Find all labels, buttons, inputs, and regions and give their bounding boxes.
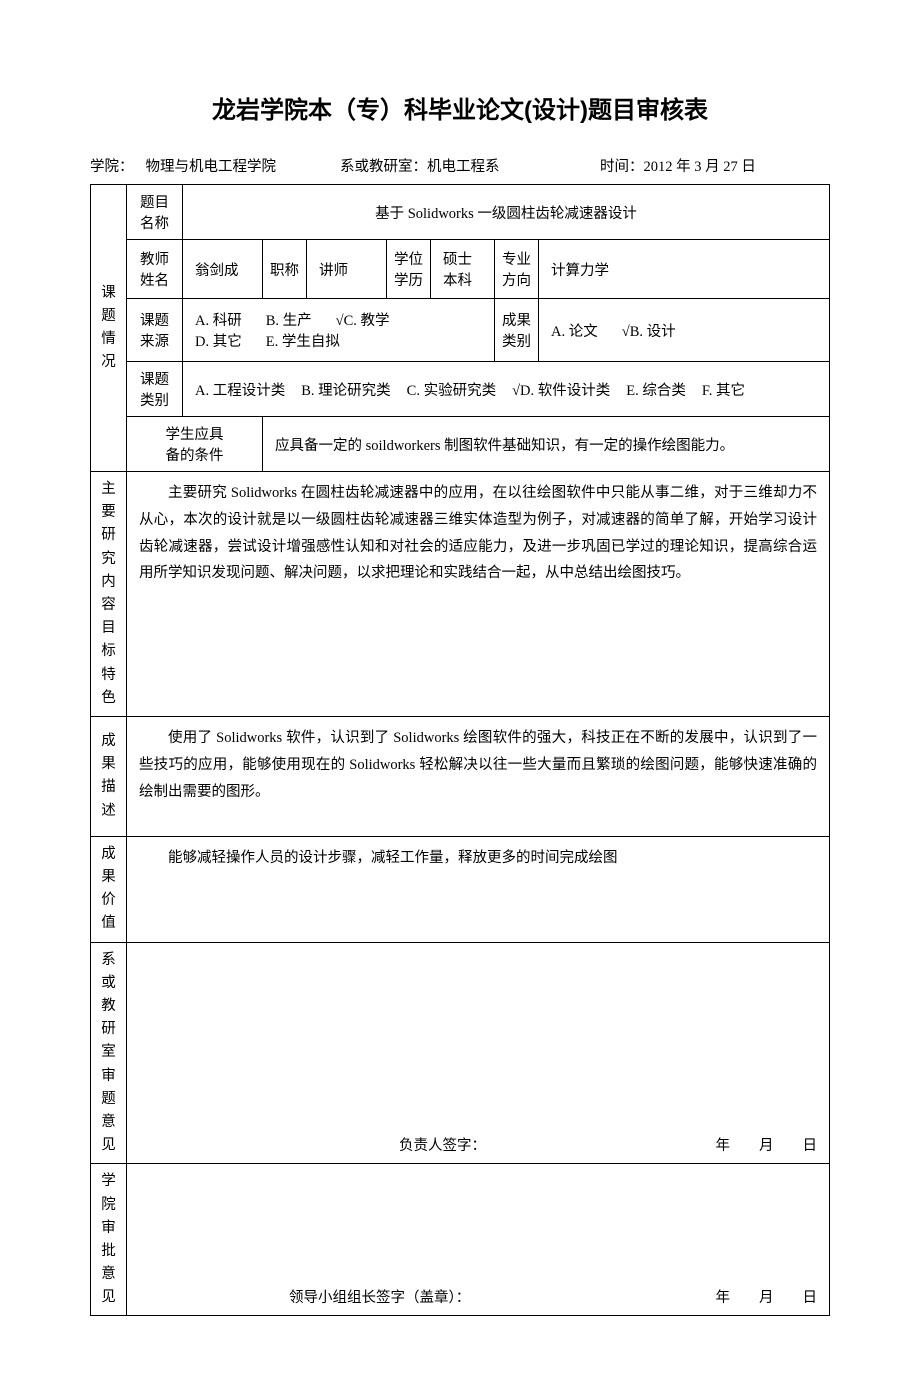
college-review-label: 学院审批意见 <box>91 1164 127 1316</box>
outcome-value-label: 成果价值 <box>91 836 127 942</box>
outcome-desc-value: 使用了 Solidworks 软件，认识到了 Solidworks 绘图软件的强… <box>127 716 830 836</box>
topic-name-value: 基于 Solidworks 一级圆柱齿轮减速器设计 <box>183 185 830 240</box>
source-opt-a: A. 科研 <box>195 309 242 330</box>
category-options: A. 工程设计类 B. 理论研究类 C. 实验研究类 √D. 软件设计类 E. … <box>195 377 817 402</box>
header-line: 学院： 物理与机电工程学院 系或教研室： 机电工程系 时间： 2012 年 3 … <box>90 155 830 176</box>
student-req-value: 应具备一定的 soildworkers 制图软件基础知识，有一定的操作绘图能力。 <box>263 417 830 472</box>
teacher-major-label: 专业方向 <box>495 240 539 299</box>
teacher-major-value: 计算力学 <box>539 240 830 299</box>
topic-info-label: 课题情况 <box>91 185 127 472</box>
source-opt-c: √C. 教学 <box>336 309 390 330</box>
cat-opt-a: A. 工程设计类 <box>195 379 285 400</box>
page-title: 龙岩学院本（专）科毕业论文(设计)题目审核表 <box>90 90 830 125</box>
research-value: 主要研究 Solidworks 在圆柱齿轮减速器中的应用，在以往绘图软件中只能从… <box>127 472 830 717</box>
teacher-degree-label: 学位学历 <box>387 240 431 299</box>
research-label: 主要研究内容目标特色 <box>91 472 127 717</box>
college-review-block: 领导小组组长签字（盖章）： 年 月 日 <box>127 1164 830 1316</box>
time-value: 2012 年 3 月 27 日 <box>644 155 756 176</box>
teacher-title-value: 讲师 <box>307 240 387 299</box>
source-opt-b: B. 生产 <box>266 309 312 330</box>
source-options: A. 科研 B. 生产 √C. 教学 D. 其它 E. 学生自拟 <box>195 307 482 353</box>
teacher-name-label: 教师姓名 <box>127 240 183 299</box>
dept-review-label: 系或教研室审题意见 <box>91 942 127 1164</box>
cat-opt-c: C. 实验研究类 <box>407 379 496 400</box>
time-label: 时间： <box>600 155 644 176</box>
student-req-label: 学生应具备的条件 <box>127 417 263 472</box>
dept-review-block: 负责人签字： 年 月 日 <box>127 942 830 1164</box>
dept-value: 机电工程系 <box>427 155 500 176</box>
result-opt-a: A. 论文 <box>551 320 598 341</box>
cat-opt-e: E. 综合类 <box>626 379 686 400</box>
college-value: 物理与机电工程学院 <box>146 155 277 176</box>
cat-opt-b: B. 理论研究类 <box>301 379 390 400</box>
main-table: 课题情况 题目名称 基于 Solidworks 一级圆柱齿轮减速器设计 教师姓名… <box>90 184 830 1316</box>
cat-opt-d: √D. 软件设计类 <box>512 379 610 400</box>
outcome-desc-label: 成果描述 <box>91 716 127 836</box>
source-opt-e: E. 学生自拟 <box>266 330 340 351</box>
teacher-degree-value: 硕士本科 <box>431 240 495 299</box>
outcome-value-value: 能够减轻操作人员的设计步骤，减轻工作量，释放更多的时间完成绘图 <box>127 836 830 942</box>
dept-label: 系或教研室： <box>340 155 427 176</box>
source-opt-d: D. 其它 <box>195 330 242 351</box>
dept-sig-date: 年 月 日 <box>716 1134 818 1155</box>
result-type-label: 成果类别 <box>495 299 539 362</box>
topic-name-label: 题目名称 <box>127 185 183 240</box>
result-type-options: A. 论文 √B. 设计 <box>551 318 817 343</box>
college-sig-label: 领导小组组长签字（盖章）： <box>289 1290 470 1306</box>
teacher-title-label: 职称 <box>263 240 307 299</box>
teacher-name-value: 翁剑成 <box>183 240 263 299</box>
dept-sig-label: 负责人签字： <box>399 1138 486 1154</box>
college-sig-date: 年 月 日 <box>716 1286 818 1307</box>
result-opt-b: √B. 设计 <box>622 320 676 341</box>
source-label: 课题来源 <box>127 299 183 362</box>
cat-opt-f: F. 其它 <box>702 379 745 400</box>
category-label: 课题类别 <box>127 362 183 417</box>
college-label: 学院： <box>90 155 134 176</box>
